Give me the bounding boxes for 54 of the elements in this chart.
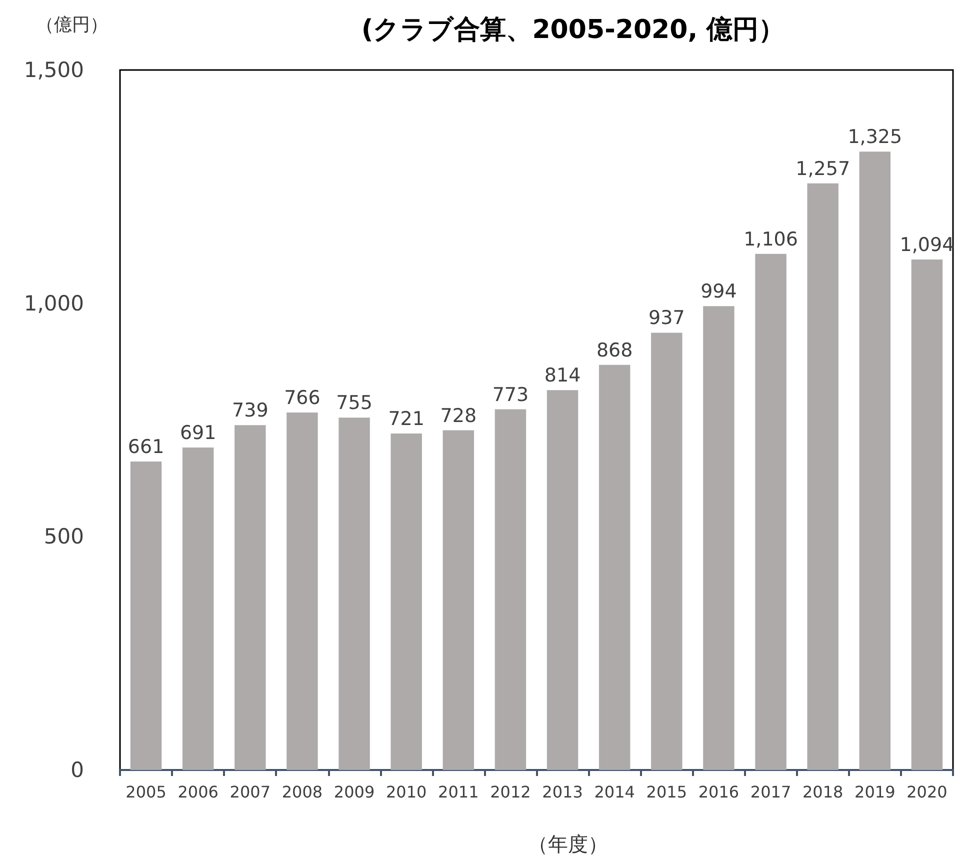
x-axis-title: （年度） — [528, 832, 608, 856]
data-label: 994 — [700, 280, 737, 303]
bar — [703, 306, 734, 770]
bar — [911, 259, 943, 770]
data-label: 721 — [388, 408, 424, 430]
y-tick-label: 1,000 — [24, 291, 84, 316]
bar — [130, 462, 162, 770]
bar — [755, 254, 786, 770]
bar — [390, 434, 422, 770]
y-tick-label: 500 — [44, 524, 84, 549]
data-label: 661 — [128, 436, 164, 458]
bar — [182, 448, 214, 770]
x-tick-label: 2012 — [490, 782, 531, 802]
x-tick-label: 2013 — [542, 782, 583, 802]
bar — [442, 430, 474, 770]
y-tick-label: 0 — [70, 758, 84, 782]
x-tick-label: 2014 — [594, 782, 635, 802]
x-tick-label: 2017 — [750, 782, 792, 802]
x-tick-label: 2006 — [178, 782, 218, 802]
data-label: 691 — [180, 422, 216, 444]
data-label: 755 — [336, 392, 372, 414]
x-tick-label: 2019 — [854, 782, 896, 802]
bar — [494, 409, 526, 770]
data-label: 739 — [232, 400, 268, 422]
bar — [651, 332, 682, 770]
x-tick-label: 2018 — [802, 782, 844, 802]
data-label: 937 — [648, 307, 685, 330]
x-tick-label: 2008 — [282, 782, 323, 802]
data-label: 728 — [440, 404, 477, 427]
bar — [598, 364, 630, 770]
data-label: 1,325 — [848, 126, 902, 148]
bar — [859, 152, 891, 770]
data-label: 814 — [544, 364, 581, 387]
x-tick-label: 2007 — [230, 782, 271, 802]
x-tick-label: 2010 — [386, 782, 427, 802]
chart-title: (クラブ合算、2005-2020, 億円） — [361, 15, 785, 45]
x-tick-label: 2005 — [126, 782, 166, 802]
x-tick-label: 2009 — [334, 782, 375, 802]
data-label: 1,106 — [744, 228, 798, 250]
bar — [286, 412, 318, 770]
bar — [546, 390, 578, 770]
data-label: 868 — [596, 339, 633, 362]
y-axis-title: （億円） — [36, 14, 108, 36]
x-tick-label: 2011 — [438, 782, 479, 802]
x-tick-label: 2016 — [698, 782, 740, 802]
bar — [234, 425, 266, 770]
y-tick-label: 1,500 — [24, 58, 84, 82]
data-label: 1,257 — [796, 158, 850, 180]
bar — [807, 183, 838, 770]
x-tick-label: 2020 — [906, 782, 948, 802]
data-label: 766 — [284, 387, 320, 410]
data-label: 773 — [492, 384, 529, 406]
bar — [338, 418, 370, 770]
x-tick-label: 2015 — [646, 782, 688, 802]
